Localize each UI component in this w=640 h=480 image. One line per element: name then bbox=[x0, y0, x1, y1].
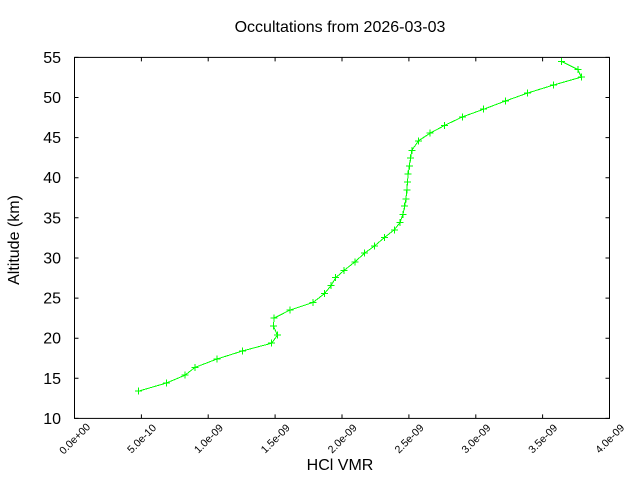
svg-text:3.5e-09: 3.5e-09 bbox=[526, 422, 560, 456]
svg-text:2.0e-09: 2.0e-09 bbox=[326, 422, 360, 456]
svg-text:1.0e-09: 1.0e-09 bbox=[192, 422, 226, 456]
svg-text:55: 55 bbox=[43, 50, 61, 67]
svg-text:20: 20 bbox=[43, 331, 61, 348]
svg-text:0.0e+00: 0.0e+00 bbox=[57, 421, 93, 457]
svg-text:30: 30 bbox=[43, 251, 61, 268]
svg-text:1.5e-09: 1.5e-09 bbox=[259, 422, 293, 456]
svg-text:35: 35 bbox=[43, 210, 61, 227]
svg-text:25: 25 bbox=[43, 291, 61, 308]
svg-text:2.5e-09: 2.5e-09 bbox=[393, 422, 427, 456]
svg-text:40: 40 bbox=[43, 170, 61, 187]
svg-text:3.0e-09: 3.0e-09 bbox=[460, 422, 494, 456]
svg-text:5.0e-10: 5.0e-10 bbox=[125, 422, 159, 456]
svg-text:15: 15 bbox=[43, 371, 61, 388]
svg-text:Occultations from 2026-03-03: Occultations from 2026-03-03 bbox=[235, 19, 446, 36]
svg-text:10: 10 bbox=[43, 411, 61, 428]
svg-text:45: 45 bbox=[43, 130, 61, 147]
svg-text:HCl VMR: HCl VMR bbox=[307, 457, 374, 474]
svg-text:4.0e-09: 4.0e-09 bbox=[593, 422, 627, 456]
svg-text:50: 50 bbox=[43, 90, 61, 107]
svg-text:Altitude (km): Altitude (km) bbox=[6, 195, 23, 285]
